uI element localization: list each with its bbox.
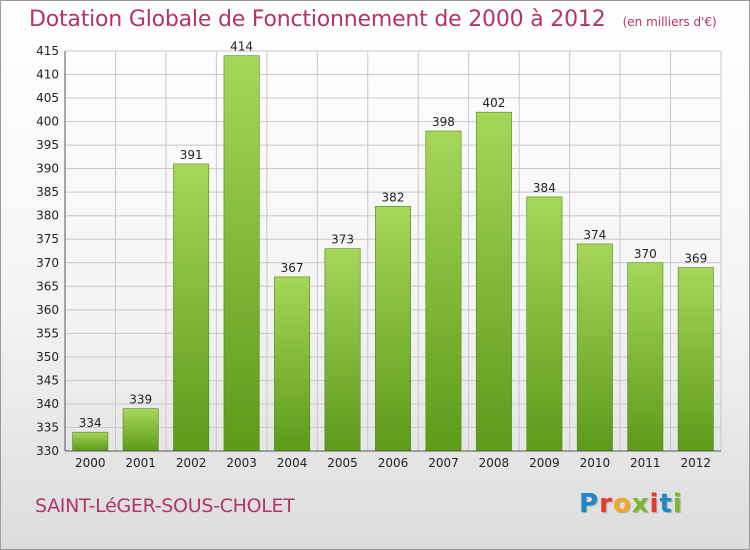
data-label-2008: 402 [482, 96, 505, 110]
bar-2001 [122, 408, 159, 452]
y-tick-label: 385 [36, 185, 59, 199]
bar-2007 [425, 130, 462, 452]
bar-2006 [375, 205, 411, 452]
y-tick-label: 340 [36, 397, 59, 411]
y-tick-label: 415 [36, 44, 59, 58]
y-tick-label: 395 [36, 138, 59, 152]
data-label-2000: 334 [79, 416, 102, 430]
y-tick-label: 355 [36, 326, 59, 340]
x-tick-label-2006: 2006 [378, 456, 409, 470]
x-tick-label-2008: 2008 [479, 456, 510, 470]
data-label-2012: 369 [684, 251, 707, 265]
chart-title: Dotation Globale de Fonctionnement de 20… [29, 7, 606, 32]
logo-letter: r [599, 489, 613, 519]
bar-2011 [627, 262, 664, 452]
y-tick-label: 350 [36, 350, 59, 364]
y-tick-label: 370 [36, 256, 59, 270]
bar-2005 [324, 248, 361, 452]
data-label-2006: 382 [382, 190, 405, 204]
logo-letter: i [672, 489, 683, 519]
y-tick-label: 380 [36, 209, 59, 223]
data-label-2009: 384 [533, 181, 556, 195]
y-tick-label: 390 [36, 162, 59, 176]
bar-2008 [475, 111, 512, 452]
y-tick-label: 345 [36, 373, 59, 387]
x-tick-label-2001: 2001 [125, 456, 156, 470]
x-tick-label-2000: 2000 [75, 456, 106, 470]
y-tick-label: 405 [36, 91, 59, 105]
proxiti-logo: Proxiti [579, 489, 683, 519]
y-tick-label: 365 [36, 279, 59, 293]
logo-letter: i [649, 489, 660, 519]
data-label-2005: 373 [331, 233, 354, 247]
data-label-2002: 391 [180, 148, 203, 162]
x-tick-label-2003: 2003 [226, 456, 257, 470]
logo-letter: o [612, 489, 632, 519]
y-tick-label: 335 [36, 420, 59, 434]
chart-subtitle: (en milliers d'€) [622, 15, 717, 29]
y-tick-label: 360 [36, 303, 59, 317]
x-tick-label-2010: 2010 [580, 456, 611, 470]
x-tick-label-2011: 2011 [630, 456, 661, 470]
logo-letter: t [659, 489, 673, 519]
axes: 330 335 340 345 350 355 360 365 370 375 380 385 390 3… [36, 44, 721, 470]
bar-2003 [223, 55, 260, 452]
x-tick-label-2004: 2004 [277, 456, 308, 470]
y-tick-label: 330 [36, 444, 59, 458]
x-tick-label-2009: 2009 [529, 456, 560, 470]
data-label-2011: 370 [634, 247, 657, 261]
chart-title-block: Dotation Globale de Fonctionnement de 20… [29, 7, 717, 32]
bar-2000 [72, 431, 109, 452]
y-tick-label: 400 [36, 115, 59, 129]
x-tick-label-2005: 2005 [327, 456, 358, 470]
bar-2012 [677, 267, 714, 452]
bar-2002 [173, 163, 210, 452]
bar-2004 [274, 276, 311, 452]
bar-2009 [526, 196, 563, 452]
data-labels: 334 339 391 414 367 373 382 398 402 384 374 370 369 [79, 40, 707, 430]
x-tick-label-2012: 2012 [680, 456, 711, 470]
data-label-2004: 367 [281, 261, 304, 275]
y-tick-label: 410 [36, 68, 59, 82]
x-tick-label-2002: 2002 [176, 456, 207, 470]
bar-2010 [576, 243, 613, 452]
y-tick-label: 375 [36, 232, 59, 246]
commune-name: SAINT-LéGER-SOUS-CHOLET [35, 495, 295, 517]
logo-letter: x [631, 489, 650, 519]
data-label-2003: 414 [230, 40, 253, 54]
bars [72, 55, 714, 452]
data-label-2010: 374 [583, 228, 606, 242]
data-label-2001: 339 [129, 393, 152, 407]
data-label-2007: 398 [432, 115, 455, 129]
logo-letter: P [579, 489, 600, 519]
x-tick-label-2007: 2007 [428, 456, 459, 470]
